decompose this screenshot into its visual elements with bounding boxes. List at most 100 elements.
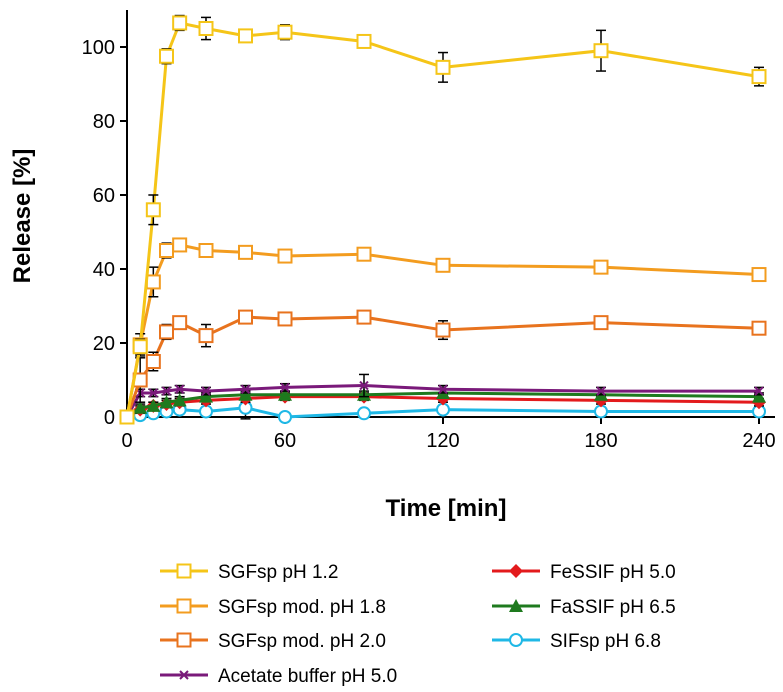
- legend-label: SGFsp pH 1.2: [218, 562, 338, 583]
- data-point: [159, 324, 174, 340]
- x-tick-label: 0: [121, 430, 132, 452]
- x-tick-label: 120: [426, 430, 459, 452]
- data-point: [356, 33, 372, 49]
- legend-marker: [176, 632, 192, 648]
- data-point: [359, 380, 369, 391]
- data-point: [438, 384, 448, 394]
- legend-item: SGFsp mod. pH 1.8: [160, 597, 386, 618]
- legend-marker: [179, 670, 189, 680]
- x-tick-label: 180: [584, 430, 617, 452]
- data-point: [356, 309, 372, 325]
- legend-marker: [176, 598, 192, 614]
- legend-item: FaSSIF pH 6.5: [492, 597, 676, 618]
- data-point: [159, 243, 174, 258]
- legend-label: SGFsp mod. pH 2.0: [218, 631, 386, 652]
- data-point: [172, 237, 188, 253]
- y-tick-label: 20: [93, 333, 115, 355]
- y-tick-label: 0: [104, 407, 115, 429]
- data-point: [159, 395, 174, 409]
- data-point: [356, 246, 372, 262]
- data-point: [145, 202, 161, 218]
- data-point: [172, 15, 188, 31]
- data-point: [238, 244, 253, 260]
- legend-item: FeSSIF pH 5.0: [492, 562, 676, 583]
- data-point: [119, 409, 135, 425]
- x-tick-label: 60: [274, 430, 296, 452]
- series-sgfsp-ph-1-2: [119, 14, 767, 425]
- data-point: [596, 386, 606, 396]
- data-point-stroke: [359, 380, 369, 391]
- data-point: [172, 393, 187, 407]
- y-tick-label: 40: [93, 259, 115, 281]
- x-tick-label: 240: [742, 430, 775, 452]
- data-point: [280, 382, 290, 393]
- data-point-stroke: [174, 384, 185, 394]
- legend-item: SGFsp mod. pH 2.0: [160, 631, 386, 652]
- data-point: [277, 24, 293, 40]
- data-point: [145, 354, 161, 369]
- x-axis-title: Time [min]: [386, 495, 507, 522]
- data-point: [199, 389, 213, 403]
- data-point: [357, 406, 371, 421]
- data-point: [754, 386, 764, 396]
- y-tick-label: 80: [93, 111, 115, 133]
- data-point: [132, 339, 148, 355]
- data-point: [148, 388, 159, 398]
- data-point: [751, 69, 767, 85]
- data-point: [146, 398, 161, 412]
- data-point: [159, 48, 174, 64]
- data-point: [751, 267, 767, 283]
- data-point-stroke: [280, 382, 290, 393]
- legend-label: FeSSIF pH 5.0: [550, 562, 676, 583]
- data-point: [201, 386, 211, 396]
- data-point: [240, 384, 251, 394]
- series-layer: [119, 14, 767, 425]
- series-fassif-ph-6-5: [120, 385, 766, 423]
- data-point: [238, 28, 253, 44]
- data-point-stroke: [438, 384, 448, 394]
- data-point: [172, 315, 188, 331]
- data-point: [435, 257, 451, 273]
- data-point-stroke: [148, 388, 159, 398]
- y-tick-label: 60: [93, 185, 115, 207]
- data-point-stroke: [754, 386, 764, 396]
- legend-marker: [509, 633, 523, 647]
- legend-label: SIFsp pH 6.8: [550, 631, 661, 652]
- data-point: [277, 248, 293, 264]
- legend-label: FaSSIF pH 6.5: [550, 597, 676, 618]
- data-point: [238, 387, 253, 401]
- data-point: [161, 386, 172, 396]
- data-point: [435, 322, 451, 338]
- data-point-stroke: [161, 386, 172, 396]
- legend-item: Acetate buffer pH 5.0: [160, 666, 397, 687]
- y-tick-label: 100: [82, 37, 115, 59]
- data-point-stroke: [240, 384, 251, 394]
- data-point: [198, 243, 214, 258]
- data-point: [593, 315, 609, 331]
- data-point: [198, 21, 214, 36]
- data-point: [751, 320, 767, 336]
- data-point-stroke: [201, 386, 211, 396]
- legend-label: Acetate buffer pH 5.0: [218, 666, 397, 687]
- legend-label: SGFsp mod. pH 1.8: [218, 597, 386, 618]
- data-point: [278, 387, 292, 401]
- legend-marker: [509, 599, 523, 612]
- legend-item: SGFsp pH 1.2: [160, 562, 338, 583]
- data-point-stroke: [596, 386, 606, 396]
- data-point: [133, 400, 148, 414]
- legend-marker-stroke: [179, 670, 189, 680]
- data-point: [238, 309, 253, 325]
- data-point: [277, 311, 293, 327]
- series-line: [125, 384, 759, 418]
- data-point: [593, 43, 609, 59]
- data-point: [198, 328, 214, 344]
- data-point: [145, 274, 161, 290]
- data-point: [278, 410, 292, 424]
- legend-marker: [509, 564, 523, 578]
- legend: SGFsp pH 1.2 SGFsp mod. pH 1.8 SGFsp mod. …: [160, 562, 676, 687]
- data-point: [593, 259, 609, 275]
- data-point: [435, 59, 451, 75]
- legend-marker: [176, 563, 192, 579]
- data-point: [752, 389, 766, 403]
